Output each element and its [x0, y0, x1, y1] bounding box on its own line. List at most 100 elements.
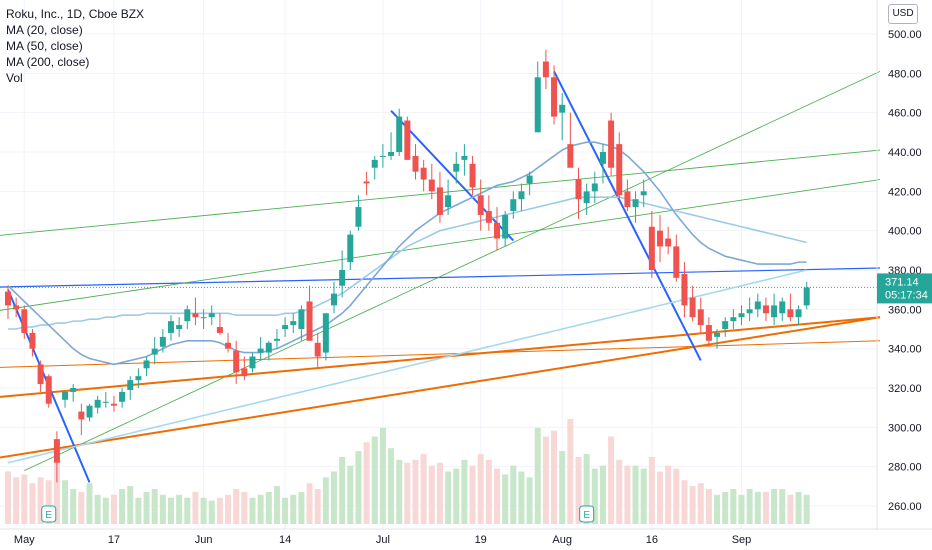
candle-body	[420, 167, 427, 180]
currency-button[interactable]: USD	[888, 4, 918, 24]
candle-body	[640, 191, 647, 196]
volume-bar	[485, 459, 492, 524]
candle-body	[534, 77, 541, 133]
candle-body	[127, 380, 134, 390]
volume-bar	[697, 483, 704, 524]
candle-body	[705, 325, 712, 341]
candle-body	[13, 305, 20, 310]
volume-bar	[575, 456, 582, 524]
x-tick-label: Aug	[552, 534, 572, 546]
volume-bar	[779, 489, 786, 524]
volume-bar	[534, 427, 541, 524]
legend-title[interactable]: Roku, Inc., 1D, Cboe BZX	[6, 7, 145, 21]
trend-line	[0, 179, 881, 311]
earnings-marker-label: E	[583, 510, 590, 521]
candle-body	[608, 120, 615, 168]
trend-line	[0, 149, 881, 236]
candle-body	[151, 348, 158, 355]
candle-body	[494, 222, 500, 239]
volume-bar	[567, 419, 574, 524]
candlesticks	[5, 49, 810, 483]
candle-body	[29, 332, 36, 349]
volume-bar	[705, 489, 712, 524]
volume-bar	[347, 465, 354, 524]
volume-bar	[657, 471, 663, 524]
candle-body	[249, 356, 256, 369]
candle-body	[575, 179, 582, 200]
candle-body	[184, 309, 191, 322]
y-tick-label: 260.00	[888, 501, 922, 513]
candle-body	[518, 191, 525, 200]
candle-body	[143, 360, 150, 369]
candle-body	[363, 181, 370, 184]
volume-bar	[665, 465, 672, 524]
trend-line	[24, 70, 881, 472]
volume-bar	[176, 494, 183, 524]
candle-body	[746, 309, 753, 314]
ma20-line	[7, 141, 807, 366]
time-axis: May 17 Jun 14 Jul 19 Aug 16 Sep	[0, 528, 932, 546]
trend-line	[390, 110, 515, 242]
volume-bar	[298, 491, 305, 524]
candle-body	[681, 273, 688, 306]
volume-bar	[762, 491, 769, 524]
candle-body	[21, 309, 28, 333]
volume-bar	[273, 486, 280, 524]
legend-ma20[interactable]: MA (20, close)	[6, 23, 83, 37]
candle-body	[697, 309, 704, 326]
volume-bar	[624, 465, 631, 524]
candle-body	[110, 403, 117, 406]
candle-body	[526, 175, 533, 184]
candle-body	[388, 152, 395, 156]
volume-bar	[45, 480, 52, 524]
candle-body	[241, 368, 248, 377]
volume-bar	[526, 477, 533, 524]
volume-bar	[257, 494, 264, 524]
candle-body	[673, 246, 680, 278]
candle-body	[738, 313, 745, 318]
candle-body	[754, 301, 761, 310]
volume-bar	[689, 486, 696, 524]
volume-bar	[184, 497, 191, 524]
y-tick-label: 420.00	[888, 186, 922, 198]
candle-body	[648, 226, 655, 270]
candle-body	[78, 411, 85, 420]
candle-body	[404, 120, 411, 160]
candle-body	[559, 104, 566, 113]
y-tick-label: 300.00	[888, 422, 922, 434]
x-tick-label: 17	[108, 534, 120, 546]
volume-bar	[388, 448, 395, 524]
candle-body	[714, 332, 721, 337]
volume-bar	[591, 468, 598, 524]
volume-bar	[13, 477, 20, 524]
candle-body	[510, 199, 517, 211]
volume-bar	[648, 456, 655, 524]
candle-body	[355, 207, 362, 227]
y-tick-label: 400.00	[888, 226, 922, 238]
x-tick-label: 19	[475, 534, 487, 546]
volume-bar	[730, 489, 737, 524]
trend-line	[0, 267, 881, 288]
candle-body	[567, 144, 574, 168]
candle-body	[192, 313, 199, 318]
candle-body	[551, 77, 558, 117]
candle-body	[632, 199, 639, 208]
volume-bar	[249, 497, 256, 524]
x-tick-label: 16	[646, 534, 658, 546]
volume-bar	[78, 491, 85, 524]
candle-body	[208, 313, 215, 318]
legend-vol[interactable]: Vol	[6, 71, 23, 85]
x-tick-label: May	[14, 534, 35, 546]
candle-body	[216, 327, 223, 333]
legend-ma50[interactable]: MA (50, close)	[6, 39, 83, 53]
candle-body	[37, 364, 44, 385]
candle-body	[665, 238, 672, 247]
volume-bar	[94, 494, 101, 524]
volume-bar	[469, 465, 476, 524]
volume-bar	[494, 468, 500, 524]
volume-bar	[339, 456, 346, 524]
candle-body	[779, 301, 786, 314]
legend-ma200[interactable]: MA (200, close)	[6, 55, 90, 69]
